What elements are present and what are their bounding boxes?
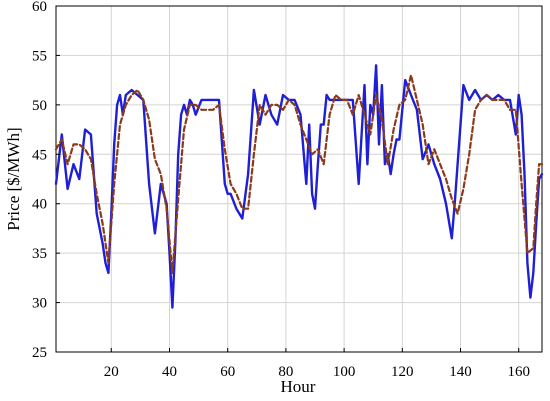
y-tick-label: 60	[32, 0, 47, 15]
x-tick-label: 40	[162, 364, 177, 380]
y-tick-label: 40	[32, 197, 47, 213]
x-tick-label: 100	[333, 364, 356, 380]
y-tick-label: 25	[32, 345, 47, 361]
y-axis-label: Price [$/MWh]	[4, 127, 23, 230]
y-tick-label: 55	[32, 48, 47, 64]
y-tick-label: 50	[32, 98, 47, 114]
series-layer	[54, 64, 544, 309]
y-tick-label: 30	[32, 296, 47, 312]
y-tick-label: 35	[32, 246, 47, 262]
tick-layer: 20 40 60 80 100 120 140 160 25 30 35 40 45 50 55 60	[32, 0, 530, 380]
x-tick-label: 80	[278, 364, 293, 380]
x-tick-label: 20	[104, 364, 119, 380]
x-tick-label: 60	[220, 364, 235, 380]
x-axis-label: Hour	[281, 377, 316, 396]
x-tick-label: 140	[449, 364, 472, 380]
y-tick-label: 45	[32, 147, 47, 163]
x-tick-label: 120	[391, 364, 414, 380]
actual-price-line	[54, 64, 544, 309]
x-tick-label: 160	[507, 364, 530, 380]
forecast-price-line	[54, 74, 544, 274]
